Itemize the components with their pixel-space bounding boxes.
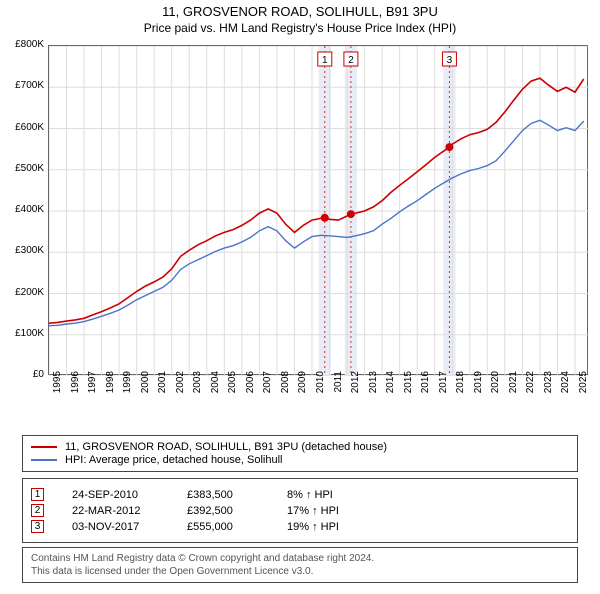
sale-marker: 3 xyxy=(31,520,44,533)
sale-pct: 17% ↑ HPI xyxy=(287,505,397,517)
y-tick-label: £0 xyxy=(0,369,44,380)
chart-subtitle: Price paid vs. HM Land Registry's House … xyxy=(0,21,600,35)
x-tick-label: 1995 xyxy=(52,371,72,411)
y-tick-label: £500K xyxy=(0,163,44,174)
y-tick-label: £200K xyxy=(0,287,44,298)
legend-swatch xyxy=(31,459,57,461)
sale-price: £383,500 xyxy=(187,489,287,501)
y-tick-label: £100K xyxy=(0,328,44,339)
sale-row: 2 22-MAR-2012£392,50017% ↑ HPI xyxy=(31,504,569,517)
legend-swatch xyxy=(31,446,57,448)
svg-text:3: 3 xyxy=(447,55,453,66)
chart-title: 11, GROSVENOR ROAD, SOLIHULL, B91 3PU xyxy=(0,4,600,19)
sale-date: 03-NOV-2017 xyxy=(72,521,187,533)
legend-box: 11, GROSVENOR ROAD, SOLIHULL, B91 3PU (d… xyxy=(22,435,578,472)
legend-label: HPI: Average price, detached house, Soli… xyxy=(65,454,283,466)
sale-date: 22-MAR-2012 xyxy=(72,505,187,517)
footer-line2: This data is licensed under the Open Gov… xyxy=(31,565,569,578)
sale-pct: 8% ↑ HPI xyxy=(287,489,397,501)
line-chart-svg: 1 2 3 xyxy=(49,46,589,376)
x-tick-label: 2025 xyxy=(578,371,598,411)
sale-marker: 2 xyxy=(31,504,44,517)
plot-area: 1 2 3 xyxy=(48,45,588,375)
sales-box: 1 24-SEP-2010£383,5008% ↑ HPI 2 22-MAR-2012… xyxy=(22,478,578,543)
sale-row: 1 24-SEP-2010£383,5008% ↑ HPI xyxy=(31,488,569,501)
y-tick-label: £700K xyxy=(0,80,44,91)
y-tick-label: £300K xyxy=(0,245,44,256)
sale-pct: 19% ↑ HPI xyxy=(287,521,397,533)
sale-price: £555,000 xyxy=(187,521,287,533)
sale-row: 3 03-NOV-2017£555,00019% ↑ HPI xyxy=(31,520,569,533)
svg-text:1: 1 xyxy=(322,55,328,66)
x-tick-label: 2010 xyxy=(315,371,335,411)
sale-marker: 1 xyxy=(31,488,44,501)
y-tick-label: £800K xyxy=(0,39,44,50)
footer-line1: Contains HM Land Registry data © Crown c… xyxy=(31,552,569,565)
legend-row: HPI: Average price, detached house, Soli… xyxy=(31,454,569,466)
legend-row: 11, GROSVENOR ROAD, SOLIHULL, B91 3PU (d… xyxy=(31,441,569,453)
y-tick-label: £600K xyxy=(0,122,44,133)
chart-region: £0 £100K £200K £300K £400K £500K £600K £700K £80… xyxy=(0,41,600,431)
legend-label: 11, GROSVENOR ROAD, SOLIHULL, B91 3PU (d… xyxy=(65,441,387,453)
svg-text:2: 2 xyxy=(348,55,354,66)
sale-price: £392,500 xyxy=(187,505,287,517)
sale-date: 24-SEP-2010 xyxy=(72,489,187,501)
footer-attribution: Contains HM Land Registry data © Crown c… xyxy=(22,547,578,583)
y-tick-label: £400K xyxy=(0,204,44,215)
